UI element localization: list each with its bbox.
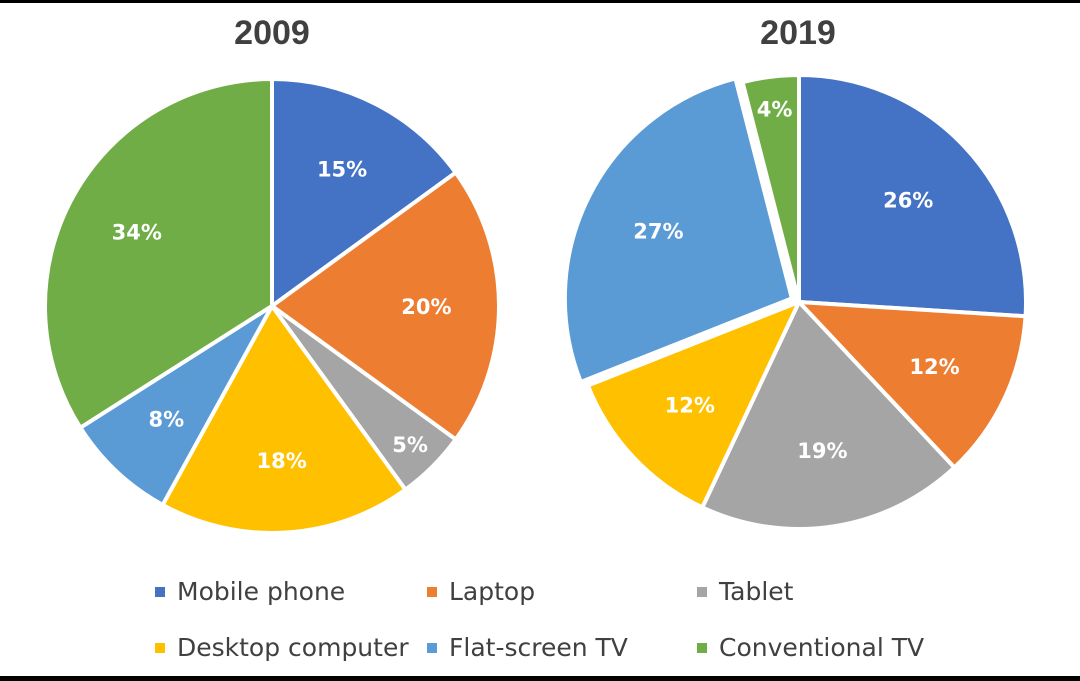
chart-title: 2019 (760, 14, 836, 52)
pie-slice-desktop-computer (160, 304, 408, 535)
pie-slice-mobile-phone (270, 77, 458, 308)
top-border (0, 0, 1080, 3)
pie-slice-tablet (700, 300, 957, 531)
slice-label-desktop-computer: 12% (665, 394, 715, 418)
slice-label-laptop: 12% (909, 355, 959, 379)
slice-label-mobile-phone: 15% (317, 157, 367, 181)
slice-label-mobile-phone: 26% (883, 188, 933, 212)
slice-label-flat-screen-tv: 27% (633, 219, 683, 243)
pie-slice-conventional-tv (740, 73, 801, 304)
pie-slice-flat-screen-tv (562, 76, 794, 384)
slice-label-flat-screen-tv: 8% (149, 408, 185, 432)
slice-label-laptop: 20% (401, 295, 451, 319)
pie-slice-laptop (797, 300, 1028, 470)
chart-title: 2009 (234, 14, 310, 52)
pie-slice-conventional-tv (43, 77, 274, 430)
pie-slice-laptop (270, 170, 501, 442)
slice-label-tablet: 5% (392, 433, 428, 457)
slice-label-conventional-tv: 4% (757, 97, 793, 121)
slice-label-tablet: 19% (797, 439, 847, 463)
pie-slice-mobile-phone (797, 73, 1028, 319)
slice-label-desktop-computer: 18% (257, 449, 307, 473)
pie-chart-2019: 2019 26% 12% 19% 12% 27% 4% (562, 14, 1028, 531)
bottom-border (0, 676, 1080, 681)
pie-slice-desktop-computer (585, 300, 801, 510)
pie-slice-flat-screen-tv (78, 304, 274, 507)
slice-label-conventional-tv: 34% (112, 221, 162, 245)
pie-chart-2009: 2009 15% 20% 5% 18% 8% 34% (43, 14, 501, 535)
